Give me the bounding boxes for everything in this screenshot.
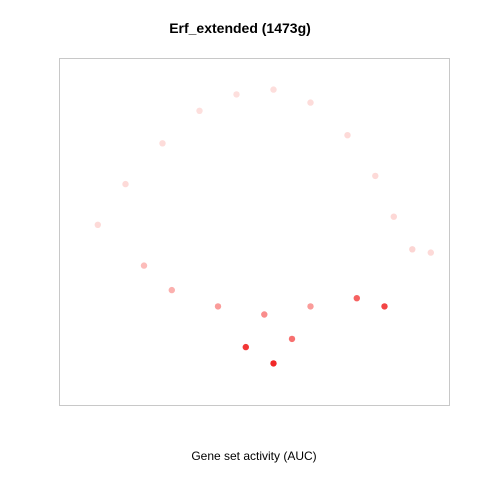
scatter-point <box>353 295 360 302</box>
scatter-point <box>307 99 314 106</box>
x-axis-label: Gene set activity (AUC) <box>191 449 317 463</box>
scatter-point <box>261 311 268 318</box>
scatter-point <box>372 172 379 180</box>
scatter-point <box>94 221 102 228</box>
scatter-point <box>214 303 222 310</box>
scatter-point <box>381 303 388 310</box>
plot-frame <box>59 58 450 406</box>
chart-title: Erf_extended (1473g) <box>169 20 311 36</box>
scatter-point <box>409 246 416 253</box>
scatter-point <box>242 343 249 351</box>
scatter-point <box>307 303 314 310</box>
scatter-point <box>344 132 351 139</box>
scatter-point <box>196 107 203 115</box>
scatter-point <box>168 286 175 294</box>
scatter-point <box>140 262 148 269</box>
scatter-point <box>159 140 166 147</box>
scatter-point <box>288 335 296 343</box>
scatter-point <box>270 86 277 93</box>
scatter-point <box>390 213 397 220</box>
scatter-point <box>122 180 129 188</box>
scatter-point <box>427 249 434 256</box>
points-layer <box>94 86 434 367</box>
scatter-point <box>270 360 277 367</box>
scatter-point <box>233 91 240 98</box>
